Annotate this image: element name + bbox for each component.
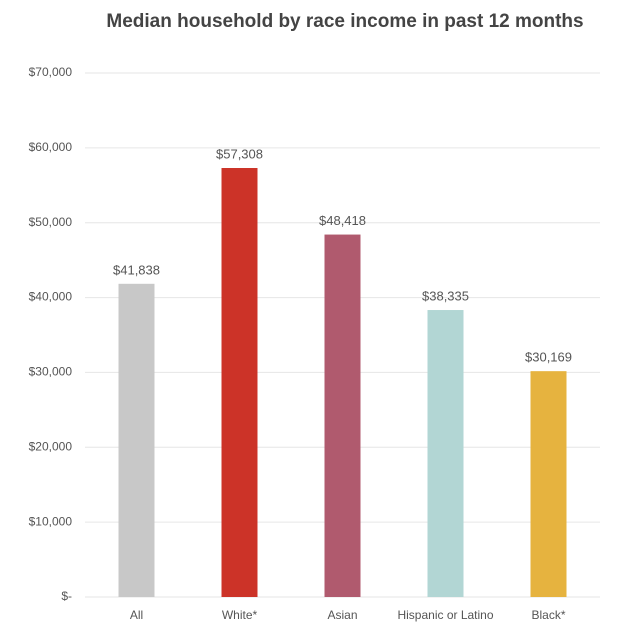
x-tick-label: Hispanic or Latino	[397, 608, 494, 622]
y-tick-label: $10,000	[29, 514, 73, 528]
x-tick-label: Black*	[531, 608, 566, 622]
bar	[530, 371, 567, 597]
x-tick-label: White*	[221, 608, 258, 622]
y-tick-label: $50,000	[29, 215, 73, 229]
y-tick-label: $20,000	[29, 439, 73, 453]
y-tick-label: $30,000	[29, 365, 73, 379]
x-tick-label: Asian	[327, 608, 358, 622]
y-tick-label: $70,000	[29, 65, 73, 79]
y-tick-label: $40,000	[29, 290, 73, 304]
value-label: $48,418	[319, 213, 366, 228]
value-label: $41,838	[113, 262, 160, 277]
bar	[324, 234, 361, 597]
bar	[118, 283, 155, 597]
y-tick-label: $-	[61, 589, 72, 603]
value-label: $57,308	[216, 146, 263, 161]
chart-title: Median household by race income in past …	[106, 11, 583, 32]
x-tick-label: All	[129, 608, 144, 622]
bar	[221, 168, 258, 598]
bar	[427, 310, 464, 597]
value-label: $30,169	[525, 350, 572, 365]
y-tick-label: $60,000	[29, 140, 73, 154]
value-label: $38,335	[422, 288, 469, 303]
